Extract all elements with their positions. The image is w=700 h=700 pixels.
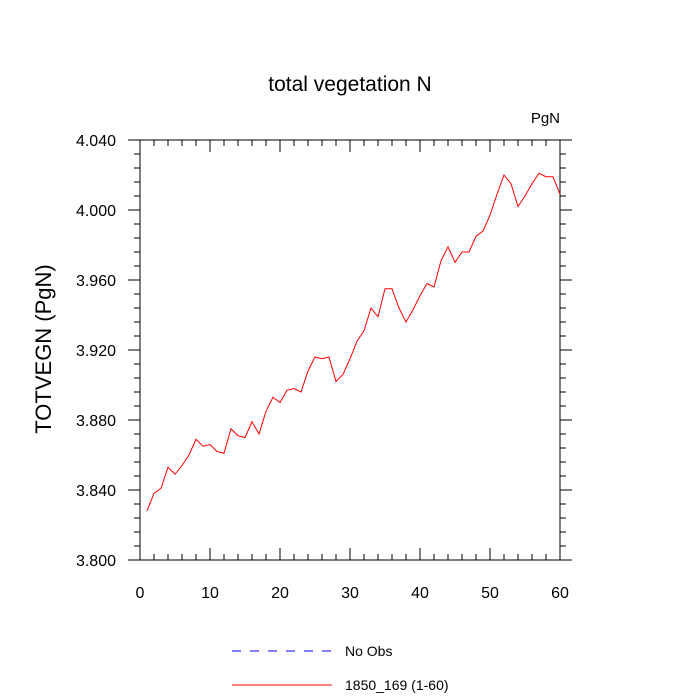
x-tick-label: 10	[201, 585, 219, 602]
x-tick-label: 20	[271, 585, 289, 602]
y-tick-label: 3.920	[76, 343, 116, 360]
ticks-layer: 0 10 20 30 40 50 60 3.800 3.840 3.880 3.920 3.960 4.…	[76, 133, 572, 602]
x-tick-label: 0	[136, 585, 145, 602]
y-tick-label: 3.960	[76, 273, 116, 290]
y-tick-label: 3.800	[76, 553, 116, 570]
y-tick-label: 4.000	[76, 203, 116, 220]
x-tick-label: 50	[481, 585, 499, 602]
plot-frame	[139, 139, 561, 561]
x-tick-label: 40	[411, 585, 429, 602]
series-layer	[146, 172, 561, 512]
legend-label-1850-169: 1850_169 (1-60)	[345, 677, 449, 693]
legend-label-no-obs: No Obs	[345, 643, 392, 659]
y-tick-label: 3.840	[76, 483, 116, 500]
legend: No Obs 1850_169 (1-60)	[232, 643, 449, 693]
x-tick-label: 30	[341, 585, 359, 602]
y-axis-label: TOTVEGN (PgN)	[31, 264, 56, 434]
y-tick-label: 4.040	[76, 133, 116, 150]
series-line-1	[146, 172, 561, 512]
y-tick-label: 3.880	[76, 413, 116, 430]
x-tick-label: 60	[551, 585, 569, 602]
units-label: PgN	[531, 110, 560, 127]
chart-title: total vegetation N	[268, 73, 431, 96]
